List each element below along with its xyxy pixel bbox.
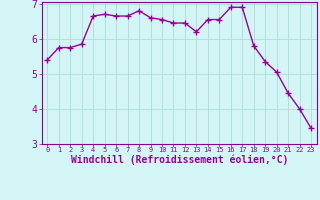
X-axis label: Windchill (Refroidissement éolien,°C): Windchill (Refroidissement éolien,°C): [70, 155, 288, 165]
